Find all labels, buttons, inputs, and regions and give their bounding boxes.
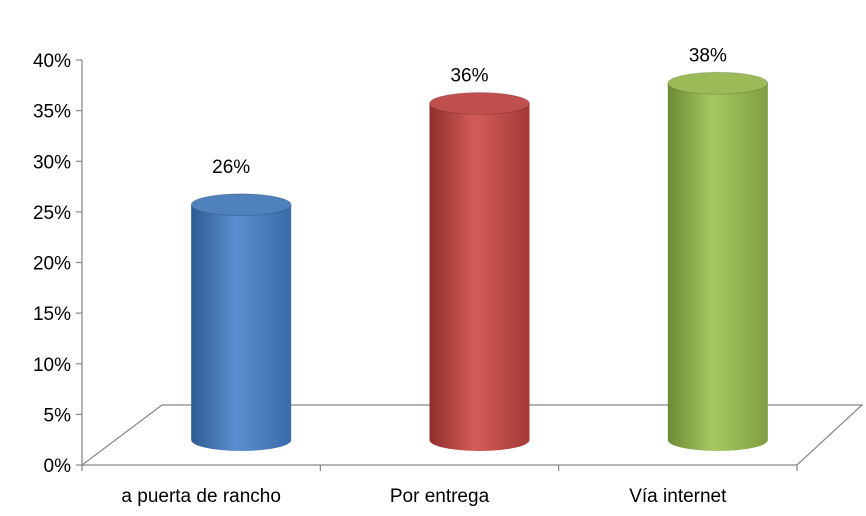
y-tick-label: 40% — [33, 51, 71, 72]
category-label: a puerta de rancho — [121, 486, 281, 507]
bar — [429, 92, 530, 451]
y-tick-label: 0% — [44, 456, 72, 477]
category-label: Por entrega — [390, 486, 490, 507]
x-ticks — [81, 465, 798, 471]
y-tick-label: 30% — [33, 152, 71, 173]
data-labels: 26% 36% 38% — [212, 45, 727, 178]
y-ticks: 0% 5% 10% 15% 20% 25% 30% 35% 40% — [33, 51, 82, 477]
data-label: 38% — [689, 45, 727, 66]
bar-body — [429, 103, 530, 451]
floor — [80, 404, 864, 471]
y-axis: 0% 5% 10% 15% 20% 25% 30% 35% 40% — [33, 51, 83, 477]
bar — [190, 193, 292, 451]
category-labels: a puerta de rancho Por entrega Vía interne… — [121, 486, 727, 507]
bar-top — [190, 193, 292, 217]
bars — [190, 71, 769, 451]
bar — [667, 71, 769, 451]
y-tick-label: 35% — [33, 102, 71, 123]
data-label: 36% — [450, 66, 488, 87]
y-tick-label: 15% — [33, 304, 71, 325]
y-tick-label: 5% — [44, 405, 72, 426]
y-tick-label: 10% — [33, 355, 71, 376]
data-label: 26% — [212, 157, 250, 178]
bar-top — [667, 71, 769, 95]
y-tick-label: 25% — [33, 203, 71, 224]
bar-body — [667, 83, 768, 451]
y-tick-label: 20% — [33, 254, 71, 275]
bar-body — [191, 204, 292, 451]
bar-top — [429, 92, 530, 115]
category-label: Vía internet — [629, 486, 727, 507]
